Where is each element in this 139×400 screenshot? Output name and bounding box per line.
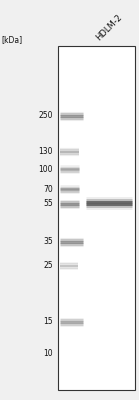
Text: 15: 15: [43, 318, 53, 326]
Text: 55: 55: [43, 200, 53, 208]
Text: HDLM-2: HDLM-2: [94, 12, 123, 42]
Text: 10: 10: [43, 350, 53, 358]
Bar: [58, 46, 135, 390]
Text: 70: 70: [43, 185, 53, 194]
Text: [kDa]: [kDa]: [1, 36, 23, 44]
Text: 250: 250: [38, 112, 53, 120]
Text: 100: 100: [38, 165, 53, 174]
Text: 35: 35: [43, 238, 53, 246]
Text: 130: 130: [38, 148, 53, 156]
Text: 25: 25: [43, 262, 53, 270]
